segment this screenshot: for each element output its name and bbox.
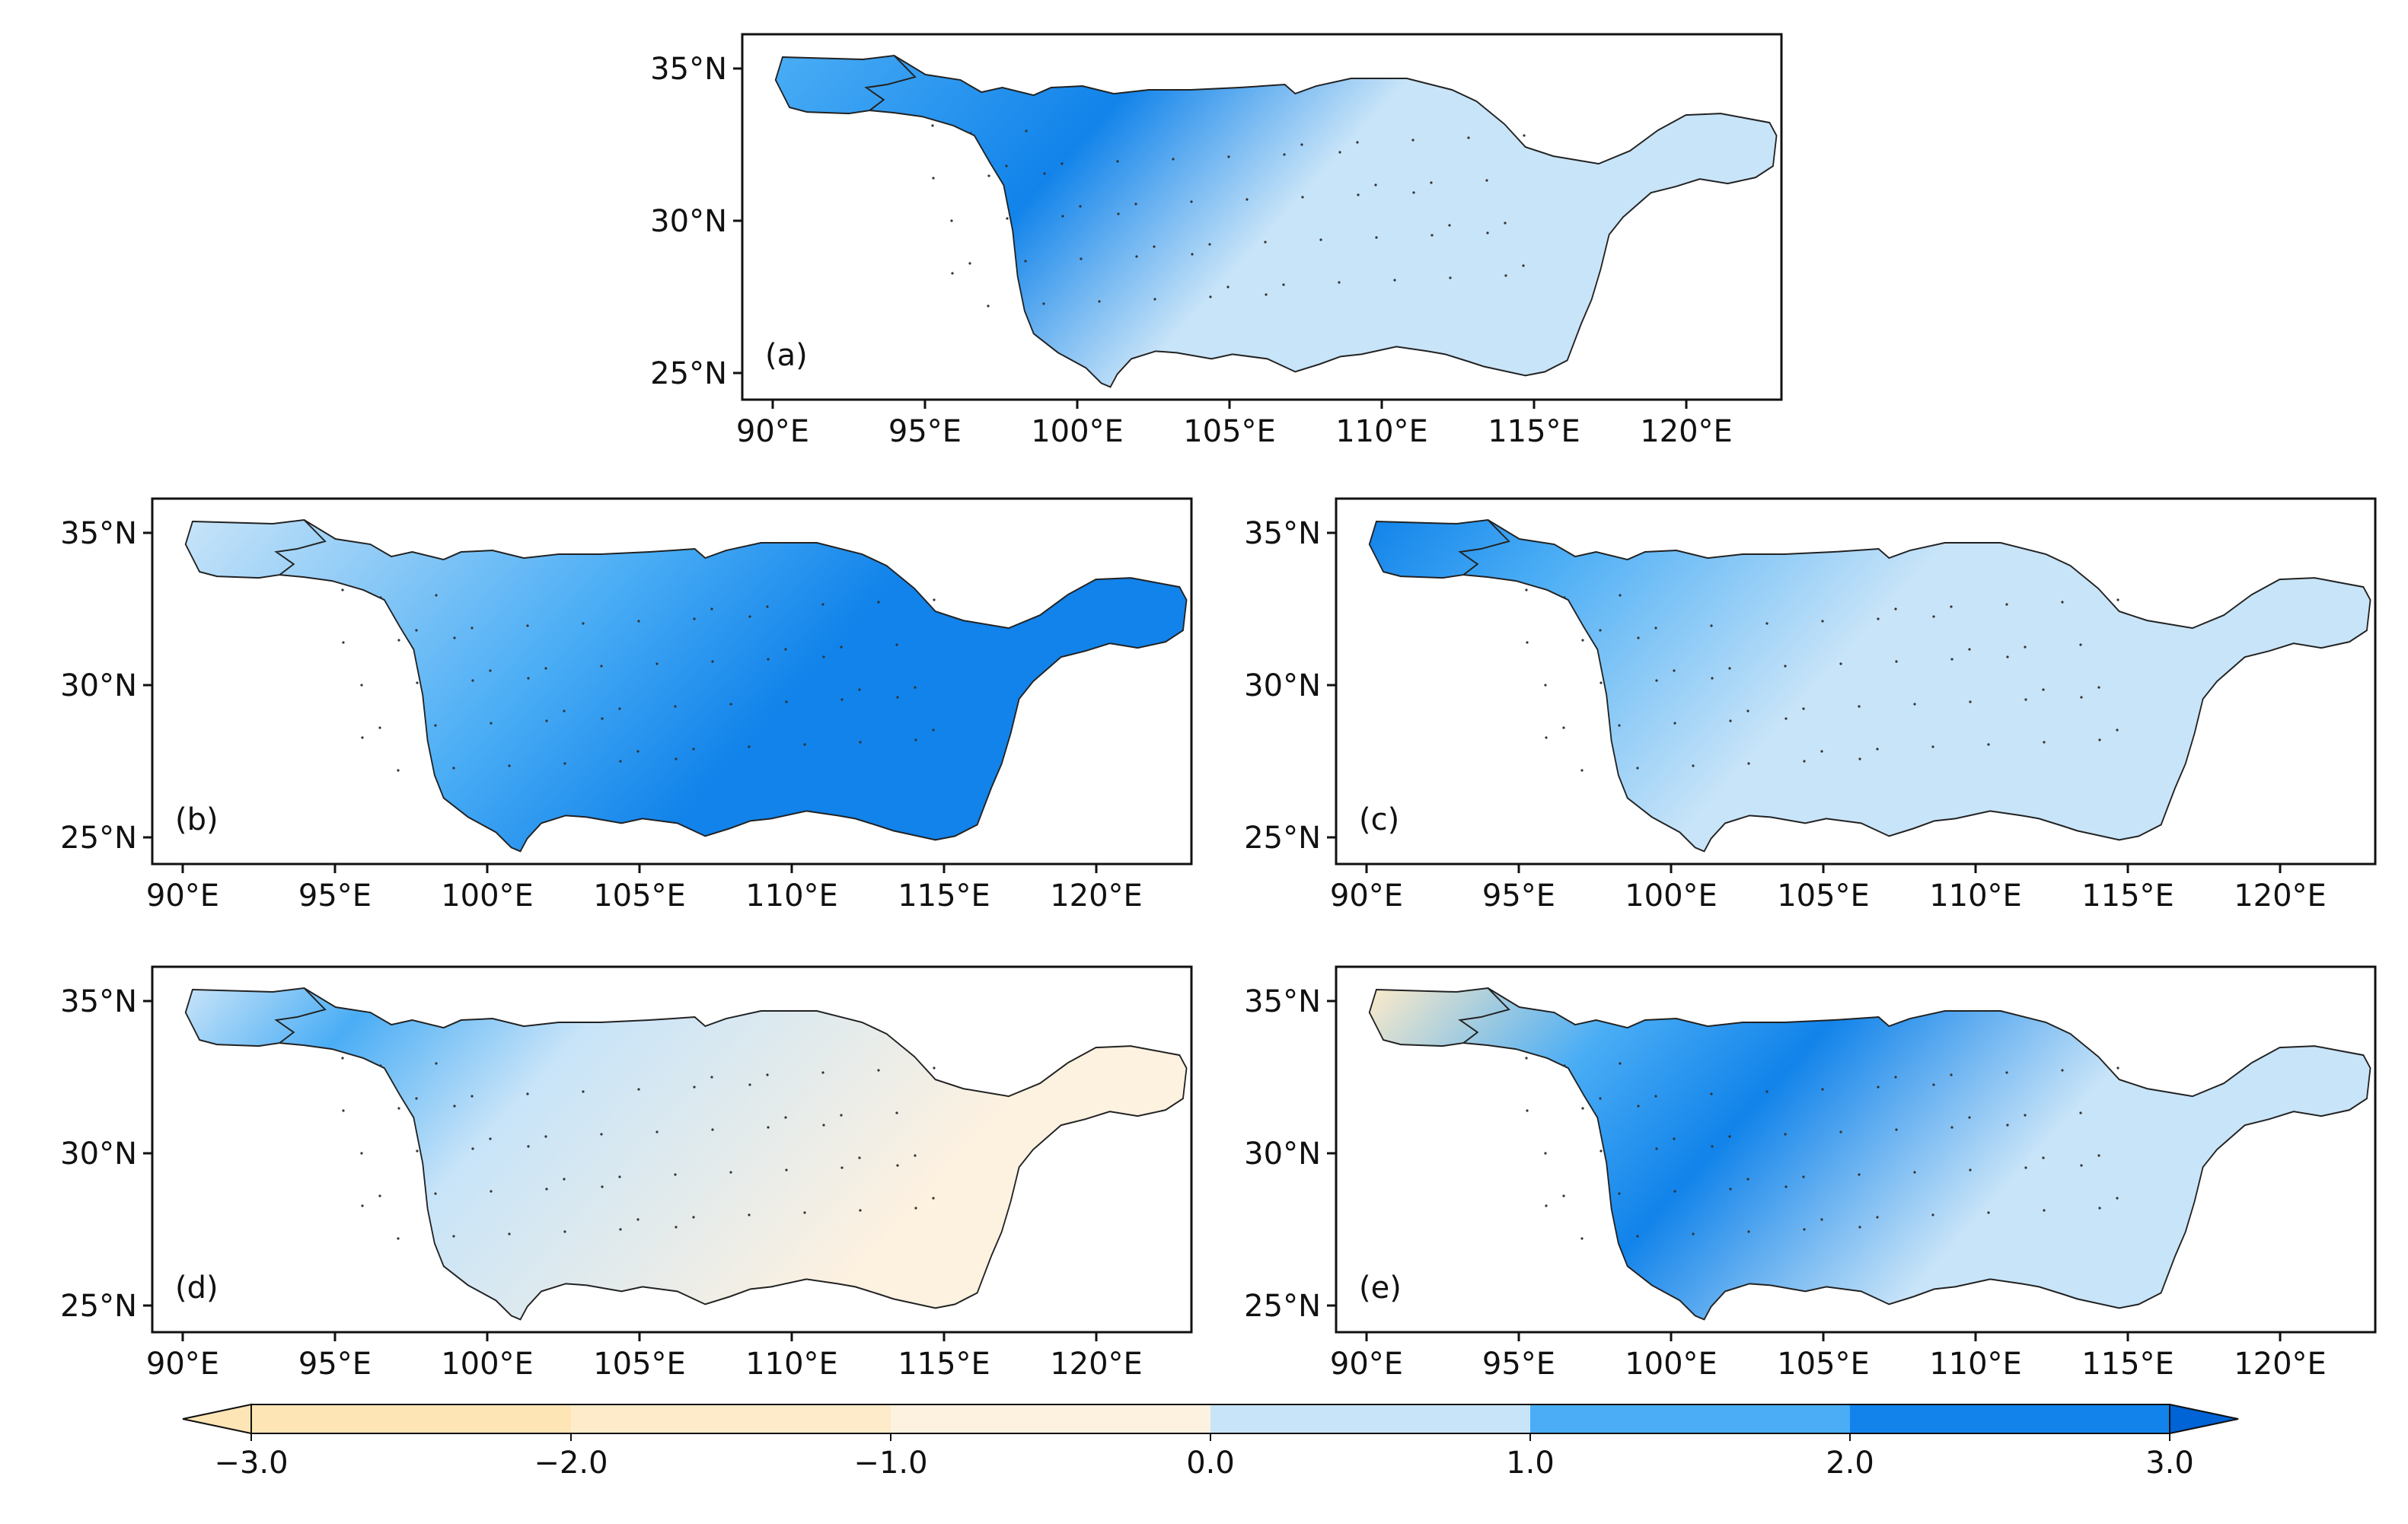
lon-tick-label: 95°E bbox=[298, 878, 372, 913]
colorbar-segment bbox=[1530, 1404, 1850, 1433]
significance-stipple bbox=[1525, 588, 2119, 772]
panel-e: (e) 35°N 30°N 25°N 90°E 95°E 100°E 105°E 110°E 11… bbox=[1244, 965, 2377, 1382]
colorbar-segment bbox=[251, 1404, 571, 1433]
lon-tick-label: 110°E bbox=[745, 1347, 838, 1382]
lon-tick-label: 90°E bbox=[146, 1347, 219, 1382]
colorbar-segment bbox=[891, 1404, 1210, 1433]
lon-tick-label: 95°E bbox=[1482, 1347, 1555, 1382]
lon-tick-label: 105°E bbox=[593, 1347, 686, 1382]
lon-tick-label: 90°E bbox=[736, 414, 809, 449]
lon-tick-label: 110°E bbox=[1929, 878, 2022, 913]
lon-tick-label: 110°E bbox=[1335, 414, 1428, 449]
colorbar-tick-label: 2.0 bbox=[1826, 1446, 1874, 1481]
lat-tick-label: 30°N bbox=[650, 204, 727, 239]
colorbar-tick-label: 1.0 bbox=[1506, 1446, 1555, 1481]
lon-tick-label: 115°E bbox=[898, 878, 990, 913]
colorbar-segment bbox=[1210, 1404, 1530, 1433]
lon-tick-label: 100°E bbox=[1625, 1347, 1717, 1382]
panel-b: (b) 35°N 30°N 25°N 90°E 95°E 100°E 105°E 110°E 11… bbox=[60, 497, 1193, 913]
panel-label: (b) bbox=[175, 802, 218, 837]
lon-tick-label: 115°E bbox=[2081, 878, 2174, 913]
significance-stipple bbox=[931, 124, 1526, 308]
significance-stipple bbox=[341, 1057, 936, 1240]
lon-tick-label: 120°E bbox=[2234, 878, 2327, 913]
lon-tick-label: 120°E bbox=[1050, 1347, 1143, 1382]
lat-tick-label: 35°N bbox=[60, 984, 137, 1019]
lon-tick-label: 105°E bbox=[1777, 1347, 1870, 1382]
lon-tick-label: 105°E bbox=[1777, 878, 1870, 913]
lat-tick-label: 30°N bbox=[1244, 1137, 1321, 1172]
lat-tick-label: 25°N bbox=[1244, 1289, 1321, 1324]
lat-tick-label: 35°N bbox=[650, 52, 727, 87]
panel-c: (c) 35°N 30°N 25°N 90°E 95°E 100°E 105°E 110°E 11… bbox=[1244, 497, 2377, 913]
lon-tick-label: 90°E bbox=[1330, 1347, 1403, 1382]
colorbar-tick-label: −3.0 bbox=[214, 1446, 288, 1481]
panel-label: (c) bbox=[1359, 802, 1399, 837]
lon-tick-label: 115°E bbox=[2081, 1347, 2174, 1382]
lat-tick-label: 25°N bbox=[650, 356, 727, 391]
colorbar-extend-min bbox=[182, 1403, 252, 1435]
lon-tick-label: 115°E bbox=[898, 1347, 990, 1382]
lon-tick-label: 120°E bbox=[1640, 414, 1733, 449]
lat-tick-label: 35°N bbox=[60, 516, 137, 551]
colorbar-tick-label: −1.0 bbox=[853, 1446, 927, 1481]
lon-tick-label: 120°E bbox=[2234, 1347, 2327, 1382]
colorbar-tick-label: −2.0 bbox=[534, 1446, 608, 1481]
lon-tick-label: 120°E bbox=[1050, 878, 1143, 913]
colorbar-extend-max bbox=[2169, 1403, 2239, 1435]
lon-tick-label: 115°E bbox=[1488, 414, 1580, 449]
lat-tick-label: 30°N bbox=[1244, 668, 1321, 703]
panel-label: (e) bbox=[1359, 1271, 1402, 1306]
lat-tick-label: 25°N bbox=[60, 821, 137, 856]
lon-tick-label: 100°E bbox=[1625, 878, 1717, 913]
lat-tick-label: 30°N bbox=[60, 668, 137, 703]
lon-tick-label: 100°E bbox=[1031, 414, 1124, 449]
lat-tick-label: 25°N bbox=[60, 1289, 137, 1324]
lat-tick-label: 35°N bbox=[1244, 516, 1321, 551]
panel-label: (a) bbox=[765, 338, 808, 373]
lon-tick-label: 95°E bbox=[888, 414, 962, 449]
lat-tick-label: 30°N bbox=[60, 1137, 137, 1172]
lon-tick-label: 100°E bbox=[441, 878, 534, 913]
lon-tick-label: 90°E bbox=[146, 878, 219, 913]
lon-tick-label: 95°E bbox=[298, 1347, 372, 1382]
colorbar-segment bbox=[1850, 1404, 2170, 1433]
colorbar-tick-label: 3.0 bbox=[2145, 1446, 2194, 1481]
lon-tick-label: 105°E bbox=[1183, 414, 1276, 449]
significance-stipple bbox=[1525, 1057, 2119, 1240]
colorbar: −3.0 −2.0 −1.0 0.0 1.0 2.0 3.0 bbox=[182, 1403, 2239, 1481]
lon-tick-label: 110°E bbox=[745, 878, 838, 913]
lon-tick-label: 110°E bbox=[1929, 1347, 2022, 1382]
colorbar-tick-label: 0.0 bbox=[1186, 1446, 1235, 1481]
lat-tick-label: 25°N bbox=[1244, 821, 1321, 856]
lat-tick-label: 35°N bbox=[1244, 984, 1321, 1019]
panel-a: (a) 35°N 30°N 25°N 90°E 95°E 100°E 105°E 110°E 11… bbox=[650, 33, 1783, 449]
lon-tick-label: 90°E bbox=[1330, 878, 1403, 913]
panel-label: (d) bbox=[175, 1271, 218, 1306]
panel-d: (d) 35°N 30°N 25°N 90°E 95°E 100°E 105°E 110°E 11… bbox=[60, 965, 1193, 1382]
colorbar-segment bbox=[571, 1404, 891, 1433]
lon-tick-label: 105°E bbox=[593, 878, 686, 913]
lon-tick-label: 95°E bbox=[1482, 878, 1555, 913]
lon-tick-label: 100°E bbox=[441, 1347, 534, 1382]
significance-stipple bbox=[341, 588, 936, 772]
